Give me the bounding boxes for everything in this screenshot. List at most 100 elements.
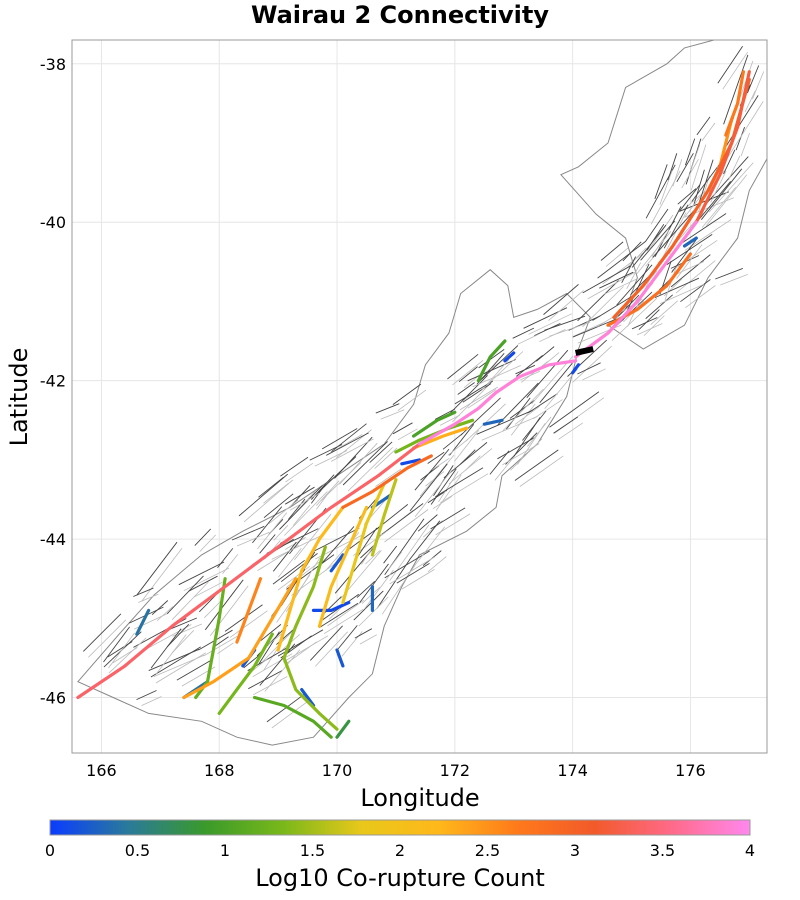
network-fault-dip-outline [672,159,683,187]
network-fault-dip-outline [533,399,563,420]
network-fault-dip-outline [314,450,348,467]
network-fault-trace [592,292,638,321]
network-fault-dip-outline [414,526,446,566]
colorbar-label: Log10 Co-rupture Count [255,864,545,892]
network-fault-dip-outline [365,550,381,565]
network-fault-dip-outline [582,286,624,328]
network-fault-trace [272,541,297,572]
network-fault-dip-outline [264,649,301,692]
network-fault-dip-outline [558,422,584,440]
network-fault-trace [577,362,601,375]
network-fault-dip-outline [440,473,489,504]
network-fault-trace [512,327,535,339]
y-ticks: -38 -40 -42 -44 -46 [40,55,66,708]
network-fault-dip-outline [432,457,450,470]
colorbar [49,819,751,836]
network-fault-trace [505,397,531,430]
network-fault-dip-outline [141,696,162,706]
network-fault-dip-outline [454,430,480,462]
network-fault-dip-outline [432,495,453,510]
network-fault-trace [348,524,383,550]
y-tick-label: -40 [40,213,66,232]
network-fault-dip-outline [388,551,403,570]
network-fault-trace [82,613,122,652]
network-fault-dip-outline [519,455,564,487]
network-fault-trace [526,349,569,398]
co-rupture-fault [282,545,339,731]
network-fault-dip-outline [514,406,540,425]
network-fault-trace [396,563,430,584]
network-fault-dip-outline [271,534,324,560]
network-fault-dip-outline [664,266,677,301]
network-fault-trace [667,153,678,181]
colorbar-gradient [49,819,751,836]
co-rupture-fault [182,577,298,700]
network-fault-dip-outline [541,352,560,368]
network-fault-dip-outline [671,240,718,271]
network-fault-trace [509,400,535,419]
network-fault-dip-outline [171,630,195,654]
network-fault-dip-outline [339,442,378,485]
network-fault-dip-outline [626,262,642,289]
co-rupture-fault [503,351,516,363]
network-fault-trace [353,590,384,621]
network-fault-trace [334,436,373,479]
network-fault-dip-outline [659,212,687,263]
network-fault-trace [599,271,634,289]
network-fault-trace [735,126,746,151]
x-tick-label: 170 [322,761,353,780]
network-fault-dip-outline [611,297,658,341]
colorbar-tick-label: 0 [45,841,55,860]
co-rupture-fault [370,478,398,557]
network-fault-dip-outline [720,274,748,286]
network-fault-dip-outline [284,491,328,536]
network-fault-trace [522,410,547,441]
network-fault-dip-outline [397,389,427,411]
x-axis-label: Longitude [360,784,479,812]
network-fault-trace [310,527,360,554]
network-fault-dip-outline [659,283,705,304]
network-fault-trace [684,138,696,166]
network-fault-trace [178,561,225,586]
network-fault-trace [176,660,211,681]
network-fault-trace [481,345,519,380]
colorbar-tick-label: 1.5 [300,841,325,860]
network-fault-trace [670,254,711,288]
network-fault-trace [553,416,579,434]
y-tick-label: -46 [40,689,66,708]
network-fault-dip-outline [374,447,398,469]
network-fault-trace [631,224,667,268]
network-fault-dip-outline [684,219,732,251]
network-fault-trace [677,188,697,205]
network-fault-trace [631,317,658,330]
source-fault-trace [574,346,594,356]
network-fault-trace [238,473,288,517]
co-rupture-fault [682,236,698,248]
network-fault-trace [263,493,294,519]
network-fault-dip-outline [257,512,288,550]
network-fault-trace [258,476,284,498]
network-fault-trace [447,374,488,417]
network-fault-dip-outline [710,170,727,203]
network-fault-trace [224,604,263,632]
network-fault-trace [356,580,376,598]
network-fault-dip-outline [171,581,209,620]
network-fault-dip-outline [483,355,510,375]
network-fault-dip-outline [481,416,538,441]
network-fault-dip-outline [681,159,699,189]
network-fault-dip-outline [448,448,493,485]
network-fault-trace [167,617,197,631]
y-tick-label: -42 [40,372,66,391]
network-fault-dip-outline [285,462,314,483]
network-fault-trace [359,563,389,603]
co-rupture-fault [400,458,422,466]
network-fault-dip-outline [643,315,665,336]
network-fault-trace [723,54,749,125]
network-fault-trace [336,625,358,651]
co-rupture-fault [335,719,351,739]
network-fault-trace [321,428,358,450]
co-rupture-fault [317,505,369,628]
network-fault-dip-outline [435,474,462,511]
network-fault-trace [427,489,448,504]
network-fault-trace [427,451,445,464]
